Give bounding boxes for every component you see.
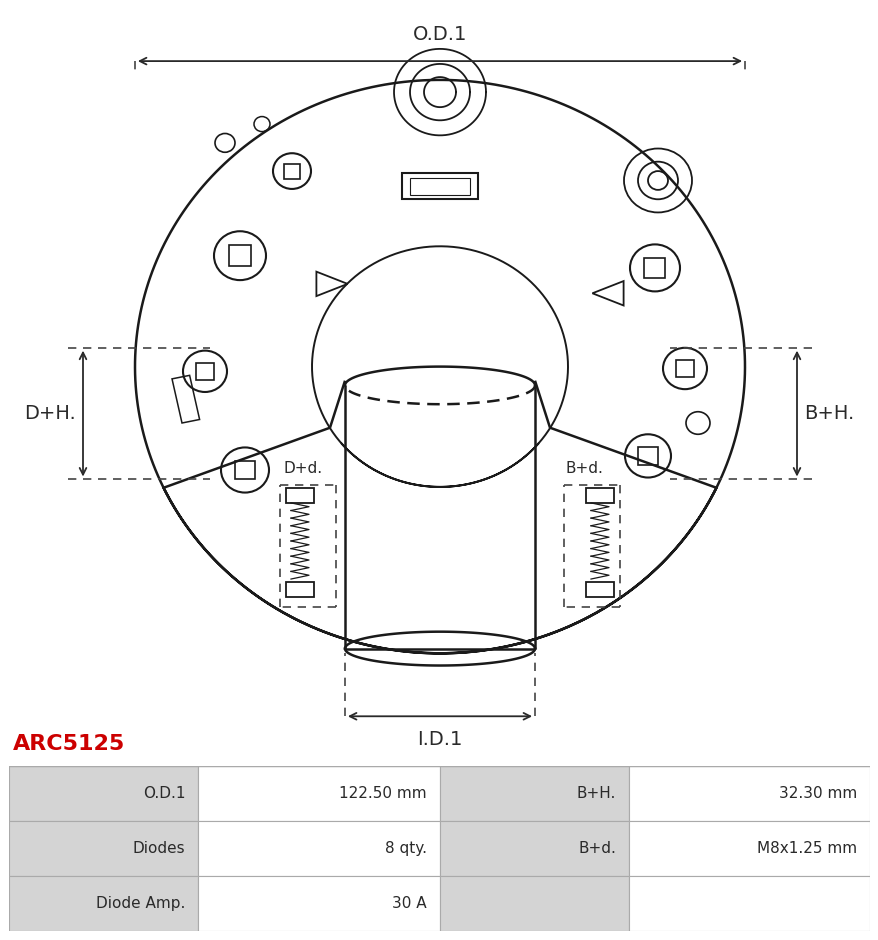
Text: M8x1.25 mm: M8x1.25 mm xyxy=(756,841,856,855)
Bar xyxy=(586,488,614,503)
Text: 30 A: 30 A xyxy=(392,896,426,911)
Text: D+d.: D+d. xyxy=(284,461,323,476)
Bar xyxy=(198,821,439,876)
Bar xyxy=(629,876,869,931)
Bar xyxy=(9,766,198,821)
Bar xyxy=(172,375,199,423)
Bar xyxy=(644,258,665,278)
Text: 8 qty.: 8 qty. xyxy=(385,841,426,855)
Text: 122.50 mm: 122.50 mm xyxy=(339,786,426,801)
Text: B+H.: B+H. xyxy=(576,786,615,801)
Text: I.D.1: I.D.1 xyxy=(417,730,462,749)
Text: B+d.: B+d. xyxy=(578,841,615,855)
Text: B+H.: B+H. xyxy=(803,404,853,423)
Bar xyxy=(439,876,629,931)
Bar xyxy=(284,164,299,179)
Bar xyxy=(586,582,614,597)
Text: 32.30 mm: 32.30 mm xyxy=(778,786,856,801)
Bar xyxy=(629,821,869,876)
Bar xyxy=(409,178,470,195)
Bar xyxy=(9,876,198,931)
Text: ARC5125: ARC5125 xyxy=(13,734,126,754)
Text: Diodes: Diodes xyxy=(133,841,185,855)
Text: O.D.1: O.D.1 xyxy=(413,25,466,44)
Text: Diode Amp.: Diode Amp. xyxy=(96,896,185,911)
Bar xyxy=(198,766,439,821)
Bar xyxy=(198,876,439,931)
Bar xyxy=(196,363,214,380)
Bar xyxy=(285,582,313,597)
Bar xyxy=(285,488,313,503)
Bar xyxy=(675,360,694,377)
Text: D+H.: D+H. xyxy=(25,404,76,423)
Bar xyxy=(439,766,629,821)
Bar xyxy=(9,821,198,876)
Text: O.D.1: O.D.1 xyxy=(143,786,185,801)
Bar xyxy=(637,446,657,465)
Bar xyxy=(401,173,478,199)
Bar xyxy=(439,821,629,876)
Bar xyxy=(229,245,250,266)
Bar xyxy=(234,461,255,479)
Bar xyxy=(629,766,869,821)
Text: B+d.: B+d. xyxy=(565,461,603,476)
